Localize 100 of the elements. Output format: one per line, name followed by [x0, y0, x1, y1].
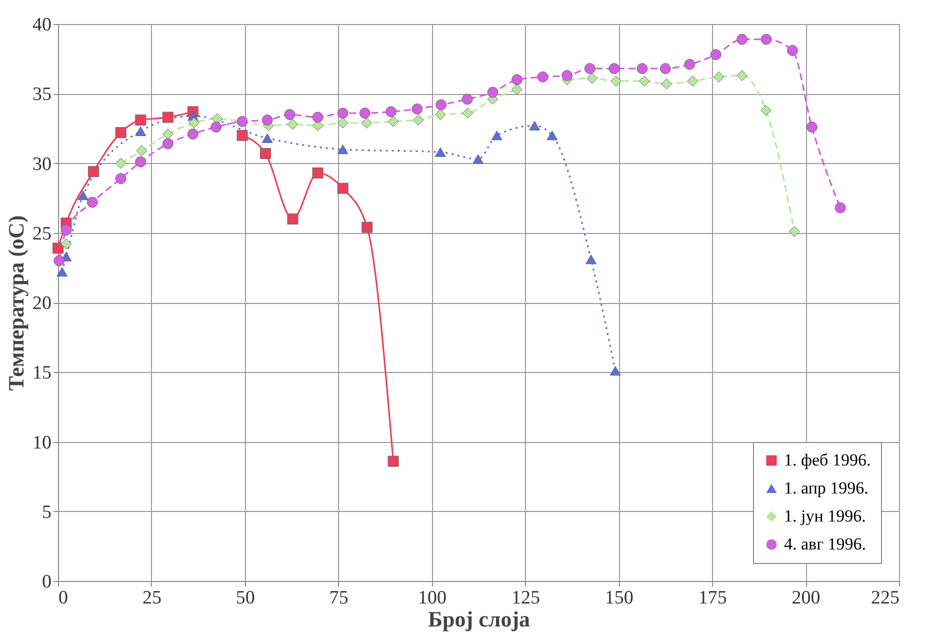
x-tick-label: 25: [142, 588, 162, 608]
point: [713, 71, 724, 82]
point: [608, 63, 620, 74]
point: [610, 366, 621, 376]
point: [236, 130, 248, 141]
point: [462, 94, 473, 105]
point: [60, 224, 72, 236]
point: [262, 114, 273, 126]
point: [834, 202, 846, 214]
point: [115, 158, 126, 169]
point: [412, 114, 424, 126]
x-axis-title: Број слоја: [428, 606, 530, 632]
point: [88, 166, 100, 178]
point: [546, 130, 558, 140]
point: [472, 154, 484, 164]
x-tick-label: 150: [604, 588, 634, 608]
y-tick-label: 35: [32, 84, 52, 106]
x-tick-label: 175: [698, 588, 727, 608]
point: [687, 76, 698, 87]
point: [260, 148, 271, 159]
point: [60, 238, 72, 250]
point: [610, 76, 622, 87]
y-tick-label: 25: [32, 223, 52, 244]
y-tick-label: 5: [42, 502, 52, 523]
point: [312, 168, 324, 178]
point: [162, 112, 174, 123]
point: [54, 255, 65, 266]
point: [78, 190, 89, 200]
x-tick-label: 125: [511, 588, 540, 608]
point: [337, 182, 348, 194]
point: [736, 34, 748, 45]
y-tick-label: 40: [32, 14, 52, 36]
legend-label: 1. апр 1996.: [784, 478, 868, 498]
point: [491, 130, 502, 140]
y-tick-label: 0: [42, 572, 52, 592]
point: [187, 128, 198, 140]
point: [115, 173, 126, 184]
point: [736, 70, 748, 82]
point: [586, 72, 598, 84]
point: [661, 78, 672, 90]
point: [136, 145, 148, 156]
legend-label: 4. авг 1996.: [784, 534, 866, 554]
point: [287, 118, 298, 130]
point: [806, 122, 818, 133]
point: [359, 108, 370, 119]
point: [262, 133, 273, 143]
point: [710, 49, 722, 60]
y-tick-label: 15: [32, 362, 52, 384]
point: [312, 112, 324, 123]
point: [788, 226, 800, 237]
point: [512, 74, 522, 86]
point: [434, 147, 446, 157]
x-tick-label: 225: [871, 588, 900, 608]
point: [56, 267, 68, 277]
point: [188, 117, 200, 128]
point: [135, 156, 146, 168]
point: [210, 122, 222, 133]
point: [162, 128, 174, 140]
point: [388, 456, 399, 467]
point: [434, 109, 446, 120]
x-tick-label: 100: [418, 588, 447, 608]
point: [337, 144, 348, 154]
x-tick-label: 200: [792, 588, 820, 608]
point: [135, 114, 146, 126]
y-axis-title: Температура (oC): [4, 215, 28, 391]
point: [786, 44, 798, 56]
point: [162, 138, 174, 150]
legend-label: 1. феб 1996.: [784, 450, 871, 470]
point: [529, 120, 540, 130]
y-tick-label: 10: [32, 432, 52, 454]
point: [337, 117, 348, 128]
point: [388, 116, 399, 127]
x-tick-label: 75: [329, 588, 348, 608]
point: [760, 34, 772, 45]
point: [584, 63, 596, 74]
point: [386, 106, 397, 118]
point: [586, 254, 596, 264]
point: [284, 109, 296, 120]
point: [52, 242, 64, 254]
point: [361, 117, 372, 128]
point: [562, 70, 573, 82]
point: [638, 76, 650, 87]
x-tick-label: 0: [58, 588, 68, 608]
point: [660, 63, 671, 74]
point: [135, 126, 146, 136]
point: [462, 108, 474, 119]
legend-label: 1. јун 1996.: [784, 506, 866, 526]
point: [362, 222, 373, 233]
y-tick-label: 20: [32, 293, 52, 314]
point: [115, 127, 126, 138]
x-tick-label: 50: [236, 588, 255, 608]
point: [760, 104, 772, 116]
point: [436, 99, 447, 110]
point: [512, 84, 522, 95]
point: [86, 196, 98, 208]
point: [636, 63, 648, 74]
y-tick-label: 30: [32, 154, 52, 175]
point: [287, 213, 298, 224]
point: [412, 103, 423, 114]
point: [487, 86, 498, 98]
